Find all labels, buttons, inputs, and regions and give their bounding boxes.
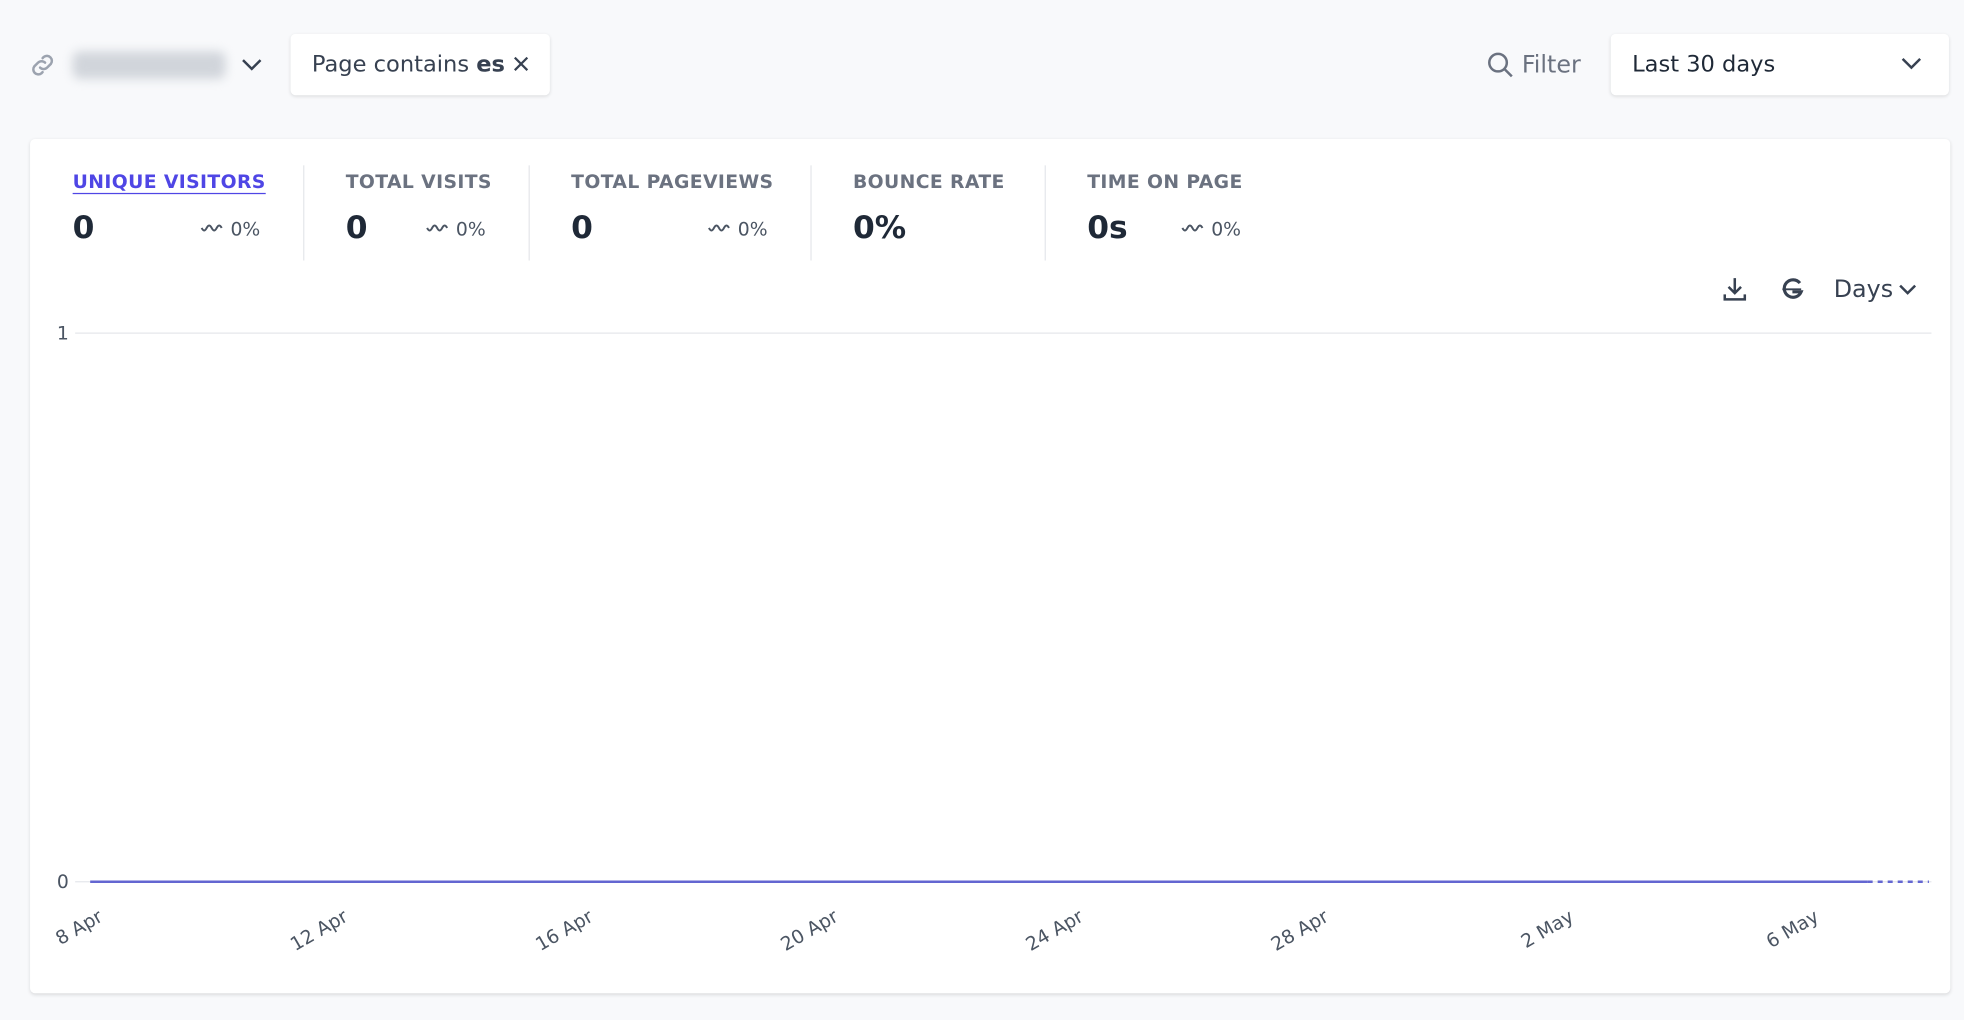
search-icon xyxy=(1488,52,1513,78)
metric-separator xyxy=(303,165,305,261)
metric-value: 0 xyxy=(345,209,368,246)
filter-button[interactable]: Filter xyxy=(1521,51,1581,79)
metric-separator xyxy=(1044,165,1046,261)
metric-label[interactable]: TOTAL VISITS xyxy=(345,170,492,193)
no-change-icon xyxy=(200,224,223,232)
x-tick-label: 6 May xyxy=(1763,906,1823,953)
x-tick-label: 28 Apr xyxy=(1268,906,1333,955)
site-dropdown[interactable] xyxy=(238,53,266,78)
metric-value: 0% xyxy=(852,209,907,246)
period-label: Last 30 days xyxy=(1632,51,1776,78)
google-icon[interactable] xyxy=(1779,274,1807,304)
x-tick-label: 16 Apr xyxy=(532,906,597,955)
metric-label[interactable]: UNIQUE VISITORS xyxy=(72,170,266,193)
metric-change-value: 0% xyxy=(1211,217,1242,241)
metric-separator xyxy=(528,165,530,261)
filter-prefix: Page contains xyxy=(311,51,470,78)
metric-label[interactable]: BOUNCE RATE xyxy=(852,170,1005,193)
y-tick-label: 1 xyxy=(57,323,69,344)
filter-value: es xyxy=(476,51,505,78)
site-name-blurred xyxy=(72,51,226,79)
x-tick-label: 20 Apr xyxy=(777,906,842,955)
metric-change-value: 0% xyxy=(455,217,486,241)
link-icon xyxy=(32,54,54,76)
metric-change: 0% xyxy=(200,217,261,241)
metric-label[interactable]: TIME ON PAGE xyxy=(1087,170,1243,193)
no-change-icon xyxy=(1181,224,1204,232)
remove-filter[interactable] xyxy=(511,54,531,74)
main-card xyxy=(30,139,1951,994)
no-change-icon xyxy=(708,224,730,232)
metric-change-value: 0% xyxy=(230,217,261,241)
metric-change: 0% xyxy=(1181,217,1242,241)
metric-change-value: 0% xyxy=(737,217,768,241)
metric-change: 0% xyxy=(426,217,486,241)
metric-value: 0s xyxy=(1087,209,1128,246)
interval-label[interactable]: Days xyxy=(1833,275,1894,304)
metric-separator xyxy=(810,165,812,261)
period-chevron xyxy=(1901,57,1922,70)
x-tick-label: 24 Apr xyxy=(1023,906,1088,955)
metric-value: 0 xyxy=(571,209,593,246)
download-icon[interactable] xyxy=(1721,274,1749,304)
y-tick-label: 0 xyxy=(57,872,69,893)
metric-change: 0% xyxy=(708,217,768,241)
metric-value: 0 xyxy=(72,209,95,246)
metric-label[interactable]: TOTAL PAGEVIEWS xyxy=(571,170,774,193)
filter-pill[interactable]: Page contains es xyxy=(290,33,550,96)
x-tick-label: 8 Apr xyxy=(52,906,106,950)
x-tick-label: 2 May xyxy=(1518,906,1578,953)
interval-chevron xyxy=(1899,284,1917,295)
period-picker[interactable]: Last 30 days xyxy=(1610,33,1949,96)
no-change-icon xyxy=(426,224,449,232)
x-tick-label: 12 Apr xyxy=(287,906,352,955)
